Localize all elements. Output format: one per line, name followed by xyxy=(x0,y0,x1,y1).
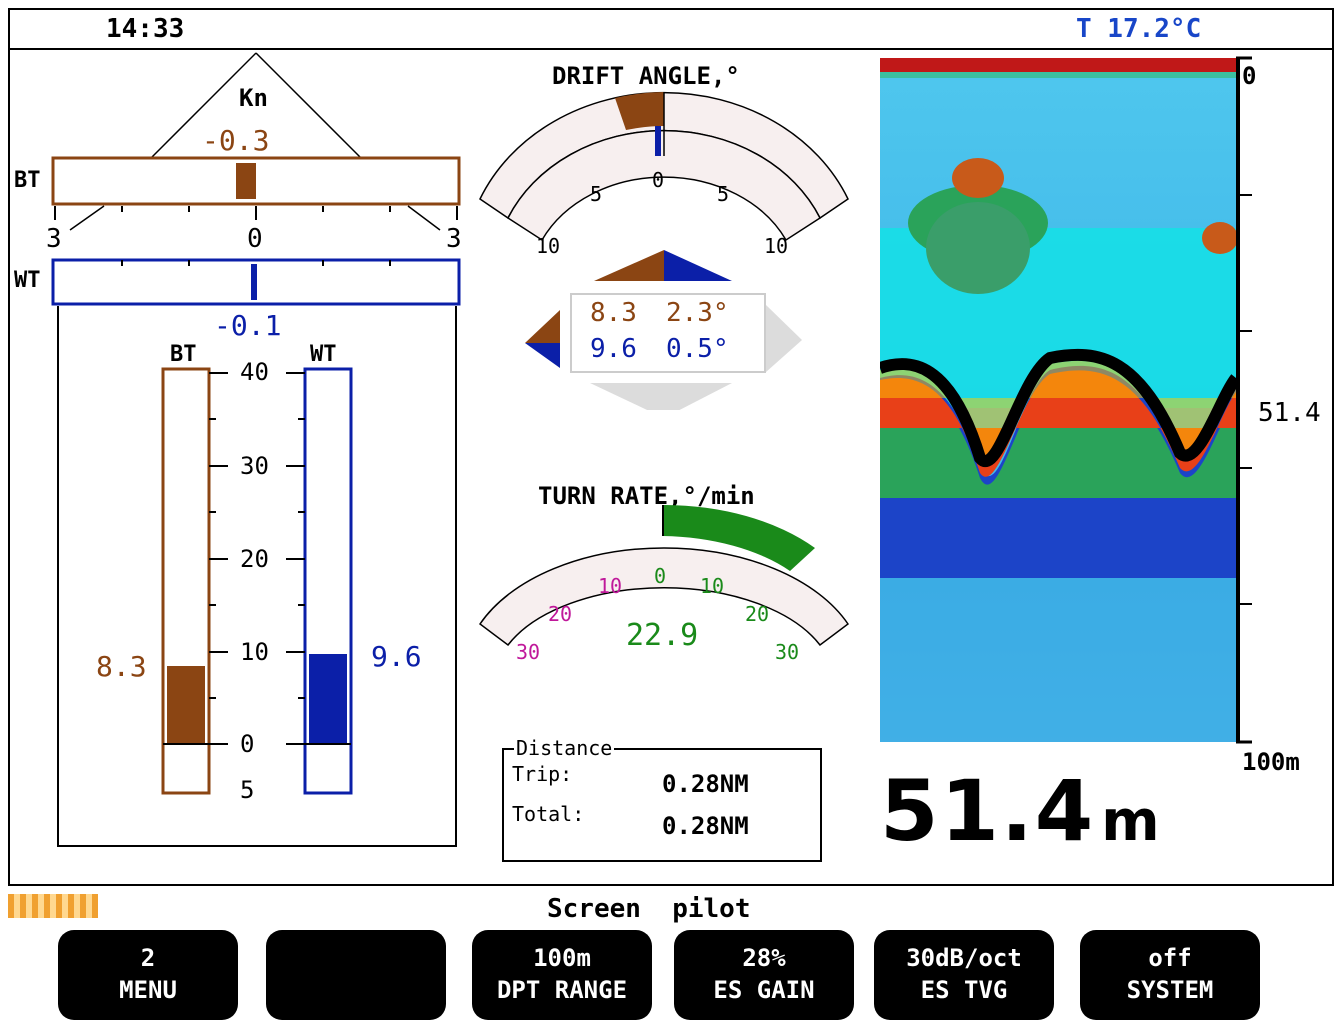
drift-wt-speed: 9.6 xyxy=(590,334,637,364)
turn-tick-label: 10 xyxy=(700,574,725,598)
turn-rate-title: TURN RATE,°/min xyxy=(538,482,755,510)
scale-right-label: 3 xyxy=(446,224,462,254)
wt-vertical-value: 9.6 xyxy=(371,640,422,673)
depth-scale-ticks xyxy=(1236,56,1252,744)
tick-label: 30 xyxy=(240,452,269,480)
current-depth-value: 51.4 xyxy=(880,762,1096,860)
speed-panel xyxy=(51,52,461,847)
softkey-value: 30dB/oct xyxy=(906,944,1022,972)
softkey-value: 100m xyxy=(533,944,591,972)
bt-vertical-fill xyxy=(167,666,205,744)
current-depth: 51.4 m xyxy=(880,762,1160,860)
turn-tick-label: 0 xyxy=(654,564,667,588)
drift-tick-label: 0 xyxy=(652,168,665,192)
depth-top-label: 0 xyxy=(1242,62,1257,90)
softkey-label: MENU xyxy=(119,976,177,1004)
wt-speed-value: -0.1 xyxy=(214,309,282,342)
wt-label: WT xyxy=(14,268,41,293)
current-depth-unit: m xyxy=(1101,789,1160,854)
softkey-depth-range[interactable]: 100m DPT RANGE xyxy=(472,930,652,1020)
speed-unit-label: Kn xyxy=(239,84,268,112)
tick-label: 40 xyxy=(240,358,269,386)
turn-rate-fill xyxy=(663,505,815,571)
softkey-label: SYSTEM xyxy=(1126,976,1214,1004)
turn-tick-label: 30 xyxy=(775,640,800,664)
softkey-label: ES TVG xyxy=(920,976,1008,1004)
distance-box xyxy=(502,748,822,862)
bt-label: BT xyxy=(14,168,41,193)
turn-tick-label: 20 xyxy=(548,602,573,626)
status-icon xyxy=(8,894,98,918)
tick-label: 10 xyxy=(240,638,269,666)
softkey-label: ES GAIN xyxy=(713,976,815,1004)
drift-tick-label: 10 xyxy=(764,234,789,258)
trip-label: Trip: xyxy=(512,762,573,786)
scale-mid-label: 0 xyxy=(247,224,263,254)
softkey-value: 2 xyxy=(140,944,156,972)
water-temperature: T 17.2°C xyxy=(1076,14,1202,44)
turn-rate-value: 22.9 xyxy=(626,618,699,653)
turn-rate-gauge xyxy=(478,505,850,647)
tick-label: 20 xyxy=(240,545,269,573)
wt-vertical-label: WT xyxy=(310,342,337,367)
wt-speed-fill xyxy=(251,264,257,300)
drift-angle-gauge xyxy=(479,91,849,410)
softkey-blank[interactable] xyxy=(266,930,446,1020)
softkey-value: 28% xyxy=(742,944,786,972)
turn-tick-label: 20 xyxy=(745,602,770,626)
wt-vertical-fill xyxy=(309,654,347,744)
header-divider xyxy=(8,48,1334,50)
drift-tick-label: 5 xyxy=(717,182,730,206)
softkey-system[interactable]: off SYSTEM xyxy=(1080,930,1260,1020)
bt-vertical-value: 8.3 xyxy=(96,650,147,683)
trip-value: 0.28NM xyxy=(662,770,749,798)
main-frame xyxy=(8,8,1334,886)
total-value: 0.28NM xyxy=(662,812,749,840)
total-label: Total: xyxy=(512,802,585,826)
drift-tick-label: 5 xyxy=(590,182,603,206)
bt-speed-fill xyxy=(236,163,256,199)
clock-time: 14:33 xyxy=(106,14,185,44)
softkey-label: DPT RANGE xyxy=(496,976,628,1004)
softkey-menu[interactable]: 2 MENU xyxy=(58,930,238,1020)
distance-legend: Distance xyxy=(514,736,615,760)
depth-marker-label: 51.4 xyxy=(1258,398,1321,428)
drift-wt-angle: 0.5° xyxy=(666,334,729,364)
softkey-es-gain[interactable]: 28% ES GAIN xyxy=(674,930,854,1020)
echogram xyxy=(880,58,1236,742)
drift-bt-angle: 2.3° xyxy=(666,298,729,328)
turn-tick-label: 10 xyxy=(598,574,623,598)
drift-angle-title: DRIFT ANGLE,° xyxy=(552,62,740,90)
bt-speed-value: -0.3 xyxy=(202,124,270,157)
depth-scale xyxy=(1236,58,1240,742)
tick-label: 5 xyxy=(240,776,255,804)
drift-tick-label: 10 xyxy=(536,234,561,258)
screen-name: Screen pilot xyxy=(547,894,751,924)
scale-left-label: 3 xyxy=(46,224,62,254)
softkey-value: off xyxy=(1148,944,1192,972)
drift-bt-speed: 8.3 xyxy=(590,298,637,328)
depth-bottom-label: 100m xyxy=(1242,748,1300,776)
bt-vertical-label: BT xyxy=(170,342,197,367)
tick-label: 0 xyxy=(240,730,255,758)
softkey-es-tvg[interactable]: 30dB/oct ES TVG xyxy=(874,930,1054,1020)
turn-tick-label: 30 xyxy=(516,640,541,664)
